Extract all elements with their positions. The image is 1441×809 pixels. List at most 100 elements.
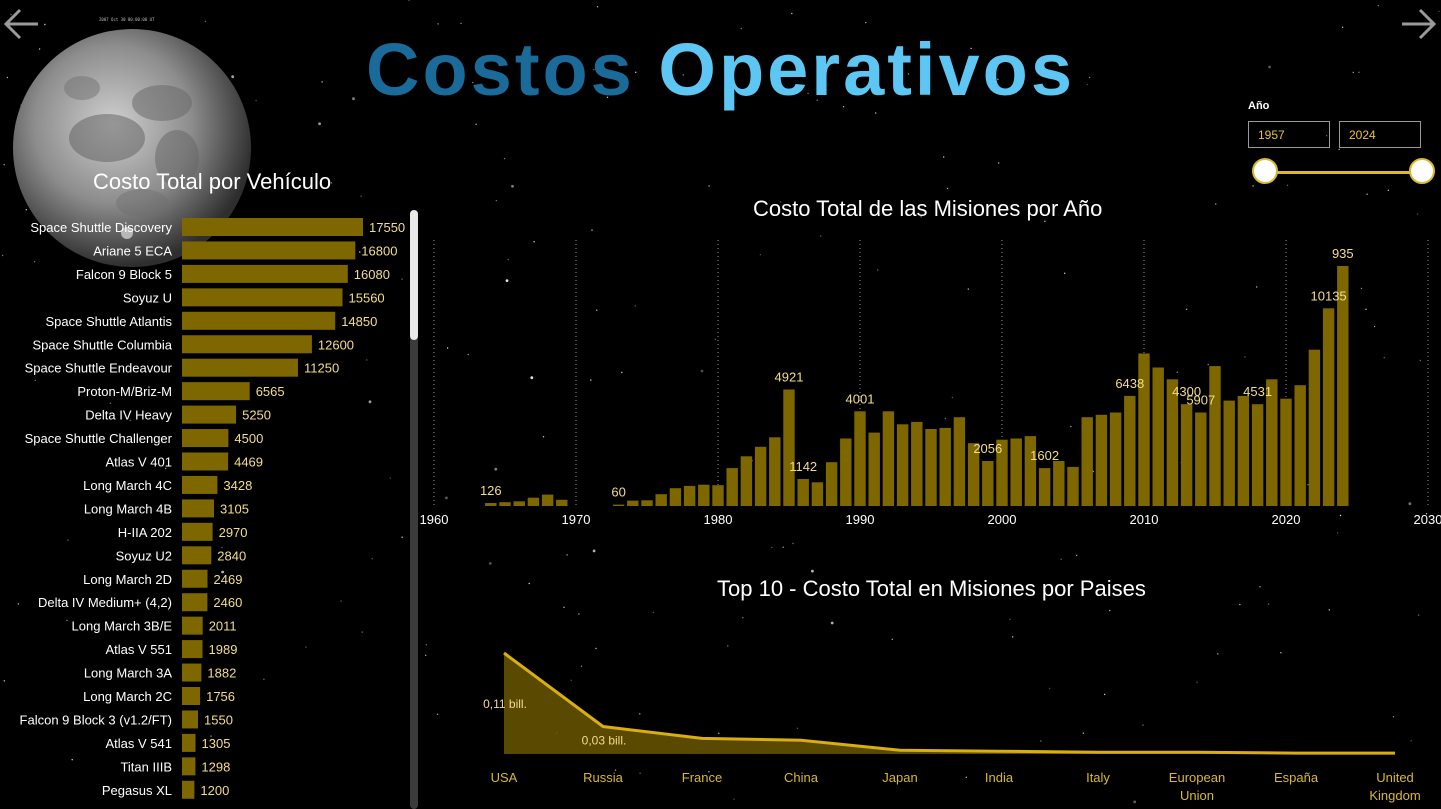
scrollbar-track[interactable] <box>410 210 418 809</box>
year-bar[interactable] <box>754 446 767 506</box>
year-bar[interactable] <box>513 501 525 506</box>
year-bar[interactable] <box>1152 367 1164 507</box>
year-bar[interactable] <box>1180 404 1193 506</box>
year-bar[interactable] <box>783 389 795 507</box>
year-bar[interactable] <box>825 462 838 506</box>
year-bar[interactable] <box>868 432 880 506</box>
year-bar[interactable] <box>1237 395 1250 506</box>
year-bar[interactable] <box>896 424 909 506</box>
vehicle-bar[interactable] <box>182 382 250 401</box>
year-bar[interactable] <box>669 488 682 506</box>
vehicle-bar[interactable] <box>182 546 212 565</box>
vehicle-bar[interactable] <box>182 640 203 659</box>
year-bar[interactable] <box>683 485 696 506</box>
year-bar[interactable] <box>1223 400 1235 506</box>
year-bar[interactable] <box>641 500 653 506</box>
year-bar[interactable] <box>698 484 710 506</box>
year-bar[interactable] <box>541 494 554 506</box>
year-bar[interactable] <box>967 443 980 506</box>
vehicle-bar[interactable] <box>182 335 312 354</box>
vehicle-bar[interactable] <box>182 616 203 635</box>
year-bar[interactable] <box>1209 366 1221 506</box>
year-bar[interactable] <box>1322 308 1335 506</box>
vehicle-bar[interactable] <box>182 663 202 682</box>
vehicle-bar[interactable] <box>182 757 196 776</box>
country-category-label: India <box>985 770 1014 785</box>
year-bar[interactable] <box>1251 404 1264 506</box>
star <box>210 735 212 737</box>
year-bar[interactable] <box>1024 436 1037 506</box>
year-bar[interactable] <box>1280 398 1292 506</box>
scrollbar-thumb[interactable] <box>410 210 418 340</box>
year-bar[interactable] <box>726 468 738 506</box>
year-bar[interactable] <box>1195 412 1207 507</box>
year-bar[interactable] <box>712 485 724 506</box>
year-bar[interactable] <box>797 479 809 506</box>
vehicle-bar[interactable] <box>182 288 343 307</box>
vehicle-bar[interactable] <box>182 264 348 283</box>
year-bar[interactable] <box>1124 395 1136 506</box>
vehicle-bar[interactable] <box>182 311 336 330</box>
year-bar[interactable] <box>953 417 966 506</box>
vehicle-bar[interactable] <box>182 710 198 729</box>
year-bar[interactable] <box>1138 353 1150 507</box>
arrow-left-icon[interactable] <box>2 4 42 44</box>
year-bar[interactable] <box>1308 349 1321 506</box>
year-bar[interactable] <box>655 494 667 506</box>
vehicle-bar[interactable] <box>182 475 218 494</box>
vehicle-category-label: Atlas V 401 <box>106 455 173 470</box>
year-bar[interactable] <box>1010 438 1022 507</box>
year-bar[interactable] <box>996 439 1008 506</box>
vehicle-bar[interactable] <box>182 358 298 377</box>
vehicle-bar[interactable] <box>182 733 196 752</box>
year-bar[interactable] <box>1095 414 1108 506</box>
start-year-input[interactable]: 1957 <box>1248 121 1330 148</box>
year-bar[interactable] <box>1166 379 1179 506</box>
vehicle-bar[interactable] <box>182 452 229 471</box>
year-data-label: 1602 <box>1030 448 1059 463</box>
vehicle-bar[interactable] <box>182 499 214 518</box>
slider-end-handle[interactable] <box>1409 158 1435 184</box>
year-bar[interactable] <box>527 497 540 506</box>
year-bar[interactable] <box>1081 417 1093 506</box>
star <box>943 156 945 158</box>
vehicle-bar[interactable] <box>182 522 213 541</box>
year-bar[interactable] <box>499 502 511 506</box>
year-bar[interactable] <box>769 437 781 506</box>
year-bar[interactable] <box>1053 461 1065 506</box>
year-bar[interactable] <box>882 411 895 506</box>
slider-track[interactable] <box>1264 171 1424 174</box>
year-bar[interactable] <box>982 461 994 506</box>
vehicle-bar[interactable] <box>182 405 237 424</box>
year-bar[interactable] <box>811 482 824 506</box>
year-bar[interactable] <box>911 421 923 506</box>
vehicle-bar[interactable] <box>182 241 356 260</box>
year-bar[interactable] <box>1266 379 1278 506</box>
year-bar[interactable] <box>840 438 852 507</box>
vehicle-bar[interactable] <box>182 218 363 236</box>
year-bar[interactable] <box>740 456 753 506</box>
year-bar[interactable] <box>1337 266 1349 506</box>
year-bar[interactable] <box>1109 412 1122 507</box>
arrow-right-icon[interactable] <box>1398 4 1438 44</box>
end-year-input[interactable]: 2024 <box>1339 121 1421 148</box>
slider-start-handle[interactable] <box>1252 158 1278 184</box>
year-bar[interactable] <box>939 427 951 506</box>
star <box>816 99 818 101</box>
year-bar[interactable] <box>925 429 937 506</box>
country-area-line[interactable] <box>503 651 1395 755</box>
year-bar[interactable] <box>612 504 625 506</box>
year-bar[interactable] <box>556 499 568 506</box>
year-bar[interactable] <box>854 411 866 506</box>
year-bar[interactable] <box>485 503 497 506</box>
year-bar[interactable] <box>1294 385 1306 506</box>
vehicle-bar[interactable] <box>182 780 195 799</box>
year-bar[interactable] <box>627 500 639 506</box>
year-bar[interactable] <box>1067 466 1079 506</box>
vehicle-bar[interactable] <box>182 687 201 705</box>
year-range-slicer[interactable]: Año 1957 2024 <box>1248 100 1438 190</box>
vehicle-bar[interactable] <box>182 569 208 588</box>
vehicle-bar[interactable] <box>182 429 229 448</box>
year-bar[interactable] <box>1038 468 1051 506</box>
vehicle-bar[interactable] <box>182 593 208 612</box>
